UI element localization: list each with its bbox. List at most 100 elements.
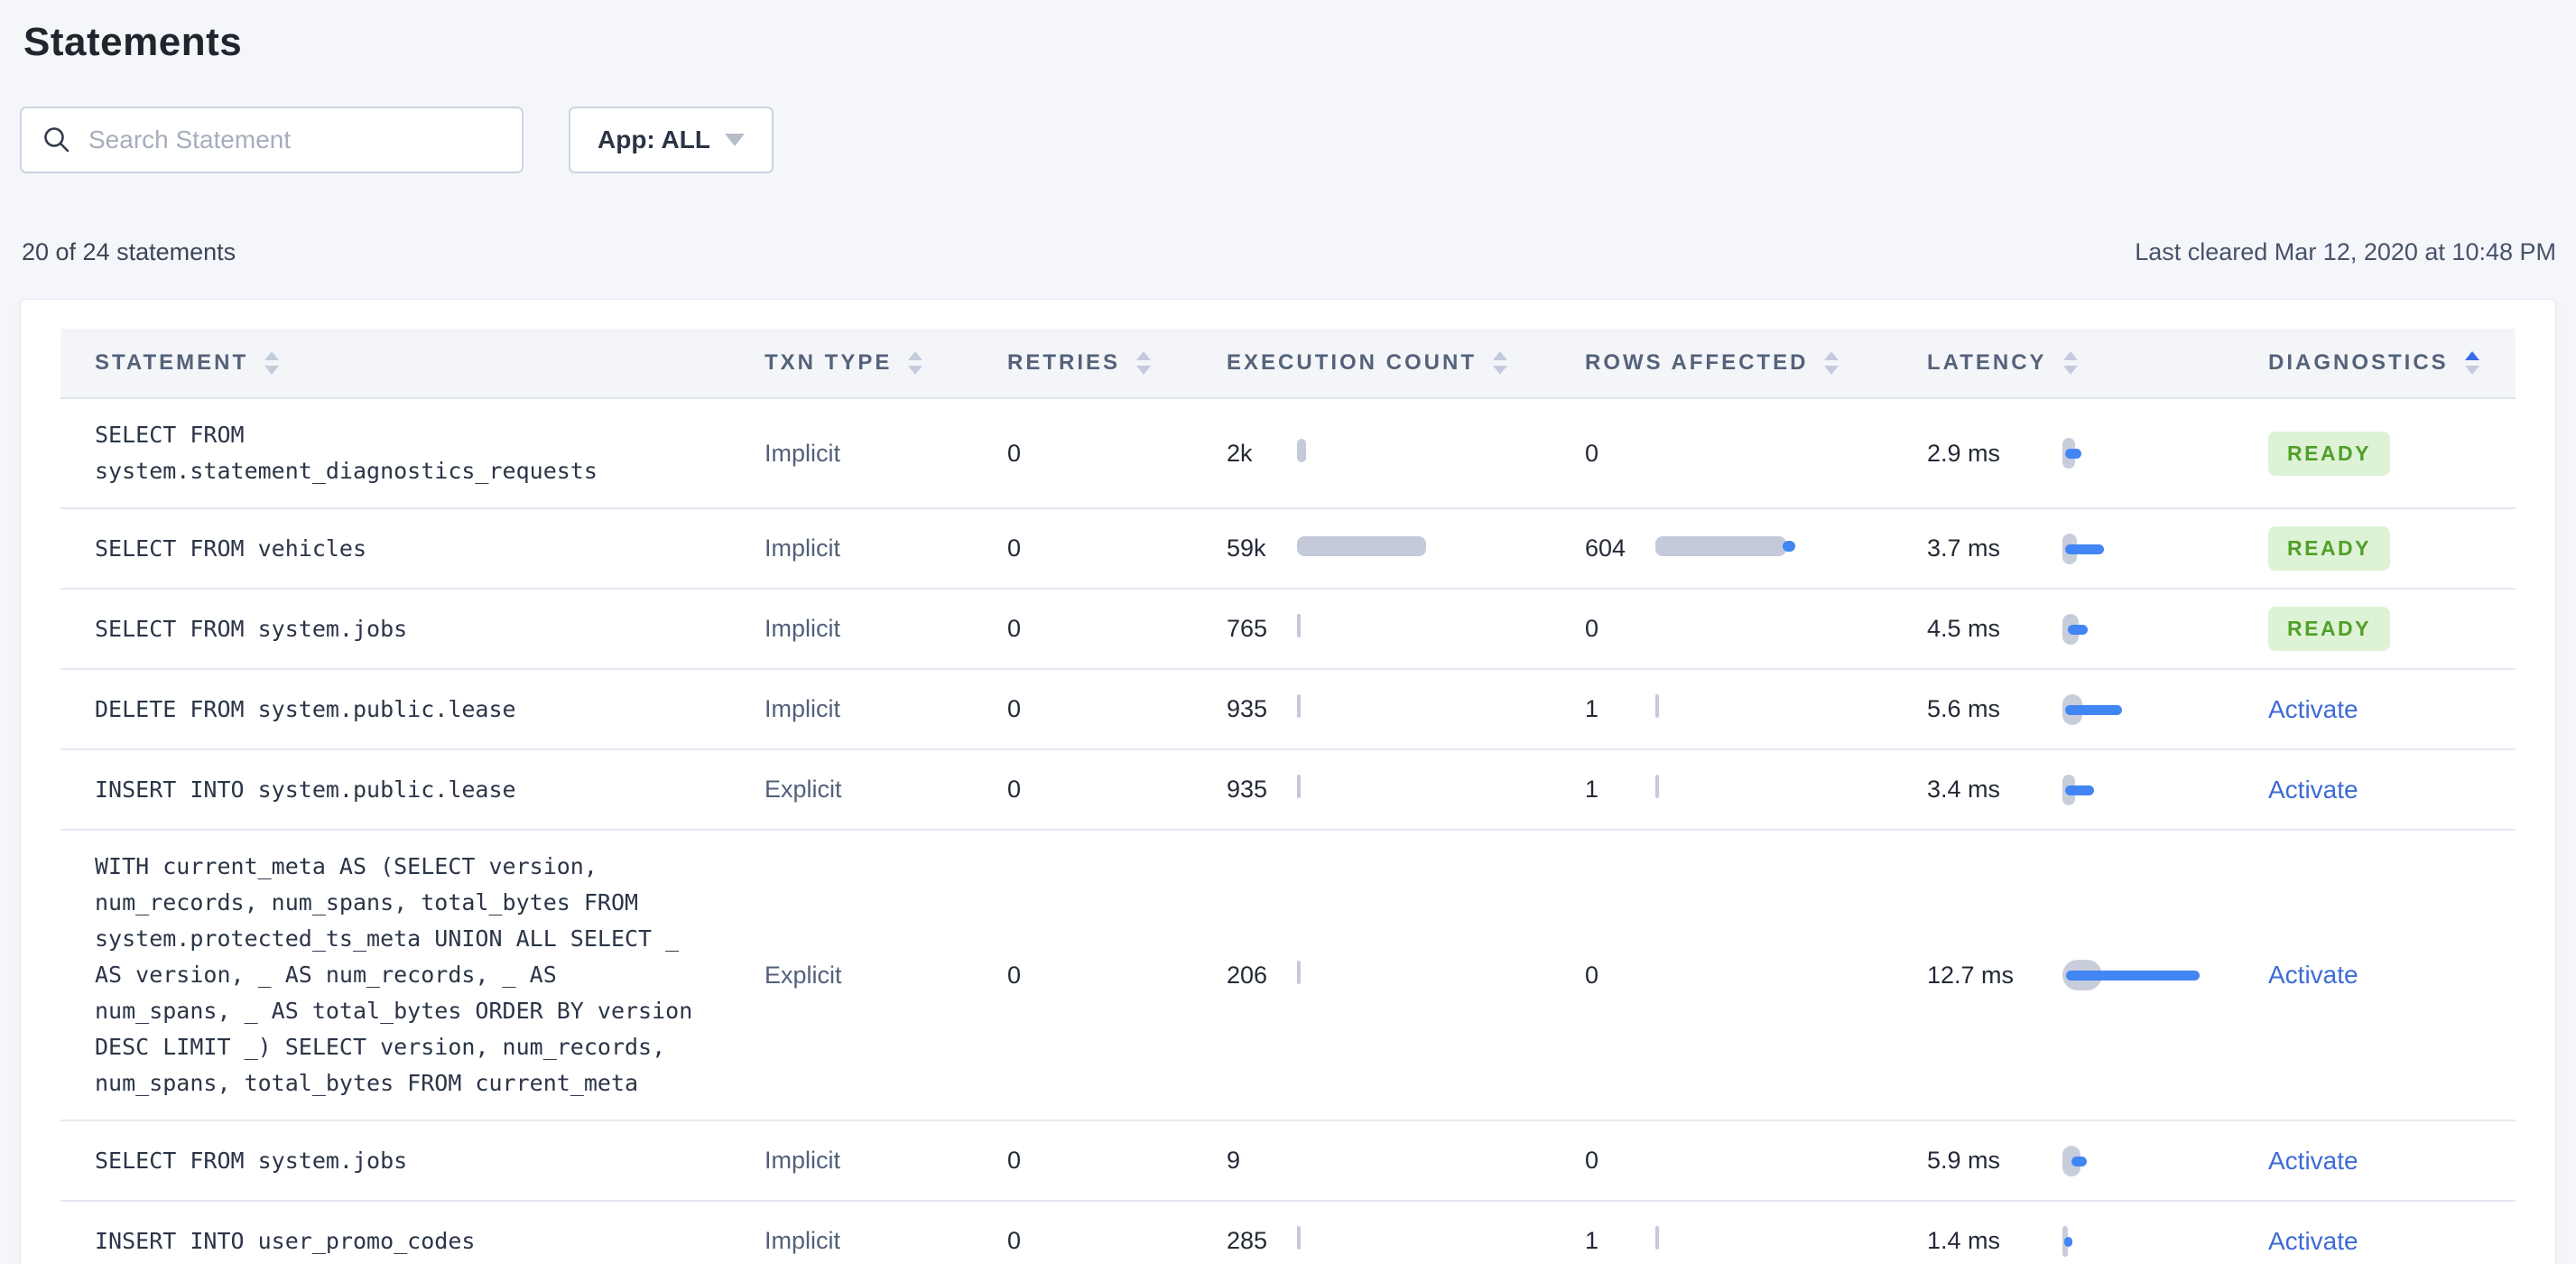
column-header-diagnostics[interactable]: DIAGNOSTICS <box>2268 350 2516 376</box>
latency-mean-bar <box>2065 449 2081 459</box>
statement-text[interactable]: DELETE FROM system.public.lease <box>95 695 516 722</box>
latency-value: 2.9 ms <box>1927 439 2001 467</box>
sort-arrows-icon <box>1136 351 1152 375</box>
statement-text[interactable]: SELECT FROM system.jobs <box>95 615 408 642</box>
retries-value: 0 <box>1007 1147 1022 1174</box>
latency-bar-chart <box>2062 435 2234 471</box>
latency-bar-chart <box>2062 957 2234 993</box>
retries-cell: 0 <box>1007 962 1227 990</box>
sort-up-icon <box>1136 351 1152 360</box>
statements-table-card: STATEMENT TXN TYPE RETRIES EXECUTION COUNT R… <box>20 299 2556 1264</box>
execution-count-value: 2k <box>1227 439 1253 467</box>
execution-count-value: 935 <box>1227 695 1268 722</box>
statement-cell: SELECT FROM system.jobs <box>60 593 764 665</box>
diagnostics-cell: Activate <box>2268 776 2516 804</box>
txn-type-cell: Implicit <box>764 534 1007 562</box>
execution-count-bar <box>1297 438 1306 462</box>
execution-count-cell: 9 <box>1227 1147 1585 1175</box>
txn-type-cell: Explicit <box>764 776 1007 804</box>
txn-type-value: Implicit <box>764 439 841 467</box>
rows-affected-cell: 1 <box>1585 775 1927 804</box>
diagnostics-activate-link[interactable]: Activate <box>2268 1146 2358 1175</box>
sort-up-icon <box>1824 351 1839 360</box>
search-box[interactable] <box>20 107 524 173</box>
diagnostics-activate-link[interactable]: Activate <box>2268 961 2358 989</box>
rows-affected-bar <box>1655 536 1795 556</box>
retries-value: 0 <box>1007 695 1022 722</box>
diagnostics-cell: Activate <box>2268 1147 2516 1176</box>
latency-mean-bar <box>2066 971 2200 981</box>
retries-value: 0 <box>1007 961 1022 989</box>
retries-value: 0 <box>1007 439 1022 467</box>
latency-mean-bar <box>2064 1236 2072 1247</box>
latency-mean-bar <box>2071 1156 2087 1166</box>
latency-bar-chart <box>2062 1143 2234 1179</box>
column-header-statement[interactable]: STATEMENT <box>60 350 764 376</box>
retries-cell: 0 <box>1007 695 1227 723</box>
column-header-label: EXECUTION COUNT <box>1227 350 1478 375</box>
execution-count-bar <box>1297 694 1301 718</box>
txn-type-cell: Implicit <box>764 1227 1007 1255</box>
statement-text[interactable]: SELECT FROM system.jobs <box>95 1147 408 1174</box>
sort-arrows-icon <box>2464 351 2479 375</box>
execution-count-cell: 935 <box>1227 694 1585 724</box>
statement-cell: INSERT INTO system.public.lease <box>60 754 764 826</box>
latency-value: 5.9 ms <box>1927 1147 2001 1174</box>
rows-affected-cell: 0 <box>1585 962 1927 990</box>
latency-bar-chart <box>2062 692 2234 728</box>
statements-count: 20 of 24 statements <box>22 238 236 265</box>
sort-down-icon <box>1824 366 1839 375</box>
table-row: INSERT INTO user_promo_codes Implicit 0 285… <box>60 1202 2516 1264</box>
column-header-txn-type[interactable]: TXN TYPE <box>764 350 1007 376</box>
latency-mean-bar <box>2065 544 2104 554</box>
latency-bar-chart <box>2062 531 2234 567</box>
txn-type-value: Explicit <box>764 776 842 803</box>
diagnostics-activate-link[interactable]: Activate <box>2268 1226 2358 1255</box>
latency-cell: 5.9 ms <box>1927 1143 2268 1179</box>
column-header-latency[interactable]: LATENCY <box>1927 350 2268 376</box>
rows-affected-cell: 1 <box>1585 1226 1927 1256</box>
execution-count-value: 765 <box>1227 615 1268 642</box>
rows-affected-value: 1 <box>1585 776 1599 803</box>
search-input[interactable] <box>88 125 504 154</box>
rows-affected-value: 1 <box>1585 695 1599 722</box>
app-filter-dropdown[interactable]: App: ALL <box>569 107 774 173</box>
txn-type-value: Implicit <box>764 1227 841 1254</box>
statement-text[interactable]: WITH current_meta AS (SELECT version, nu… <box>95 853 693 1096</box>
column-header-rows-affected[interactable]: ROWS AFFECTED <box>1585 350 1927 376</box>
bar-end-dot <box>1783 541 1795 552</box>
latency-cell: 1.4 ms <box>1927 1223 2268 1259</box>
column-header-execution-count[interactable]: EXECUTION COUNT <box>1227 350 1585 376</box>
retries-value: 0 <box>1007 615 1022 642</box>
txn-type-value: Explicit <box>764 961 842 989</box>
latency-cell: 3.7 ms <box>1927 531 2268 567</box>
statement-cell: SELECT FROM vehicles <box>60 513 764 585</box>
diagnostics-activate-link[interactable]: Activate <box>2268 694 2358 723</box>
column-header-label: RETRIES <box>1007 350 1121 375</box>
table-row: SELECT FROM system.jobs Implicit 0 9 0 5.9 ms… <box>60 1121 2516 1202</box>
rows-affected-value: 604 <box>1585 534 1626 562</box>
txn-type-value: Implicit <box>764 1147 841 1174</box>
latency-value: 3.7 ms <box>1927 534 2001 562</box>
statement-text[interactable]: SELECT FROM vehicles <box>95 534 367 562</box>
statement-cell: DELETE FROM system.public.lease <box>60 674 764 746</box>
statement-text[interactable]: INSERT INTO user_promo_codes <box>95 1227 476 1254</box>
sort-arrows-icon <box>1824 351 1839 375</box>
table-row: SELECT FROM system.statement_diagnostics… <box>60 399 2516 509</box>
sort-down-icon <box>1493 366 1508 375</box>
diagnostics-activate-link[interactable]: Activate <box>2268 775 2358 804</box>
retries-value: 0 <box>1007 534 1022 562</box>
column-header-retries[interactable]: RETRIES <box>1007 350 1227 376</box>
txn-type-cell: Implicit <box>764 440 1007 468</box>
sort-up-icon <box>264 351 280 360</box>
page-title: Statements <box>23 20 243 64</box>
statement-cell: SELECT FROM system.statement_diagnostics… <box>60 399 764 507</box>
rows-affected-cell: 0 <box>1585 615 1927 643</box>
statement-text[interactable]: INSERT INTO system.public.lease <box>95 776 516 803</box>
rows-affected-cell: 1 <box>1585 694 1927 724</box>
table-row: DELETE FROM system.public.lease Implicit 0… <box>60 670 2516 750</box>
rows-affected-bar <box>1655 775 1659 798</box>
statement-cell: INSERT INTO user_promo_codes <box>60 1205 764 1264</box>
statement-text[interactable]: SELECT FROM system.statement_diagnostics… <box>95 422 598 484</box>
